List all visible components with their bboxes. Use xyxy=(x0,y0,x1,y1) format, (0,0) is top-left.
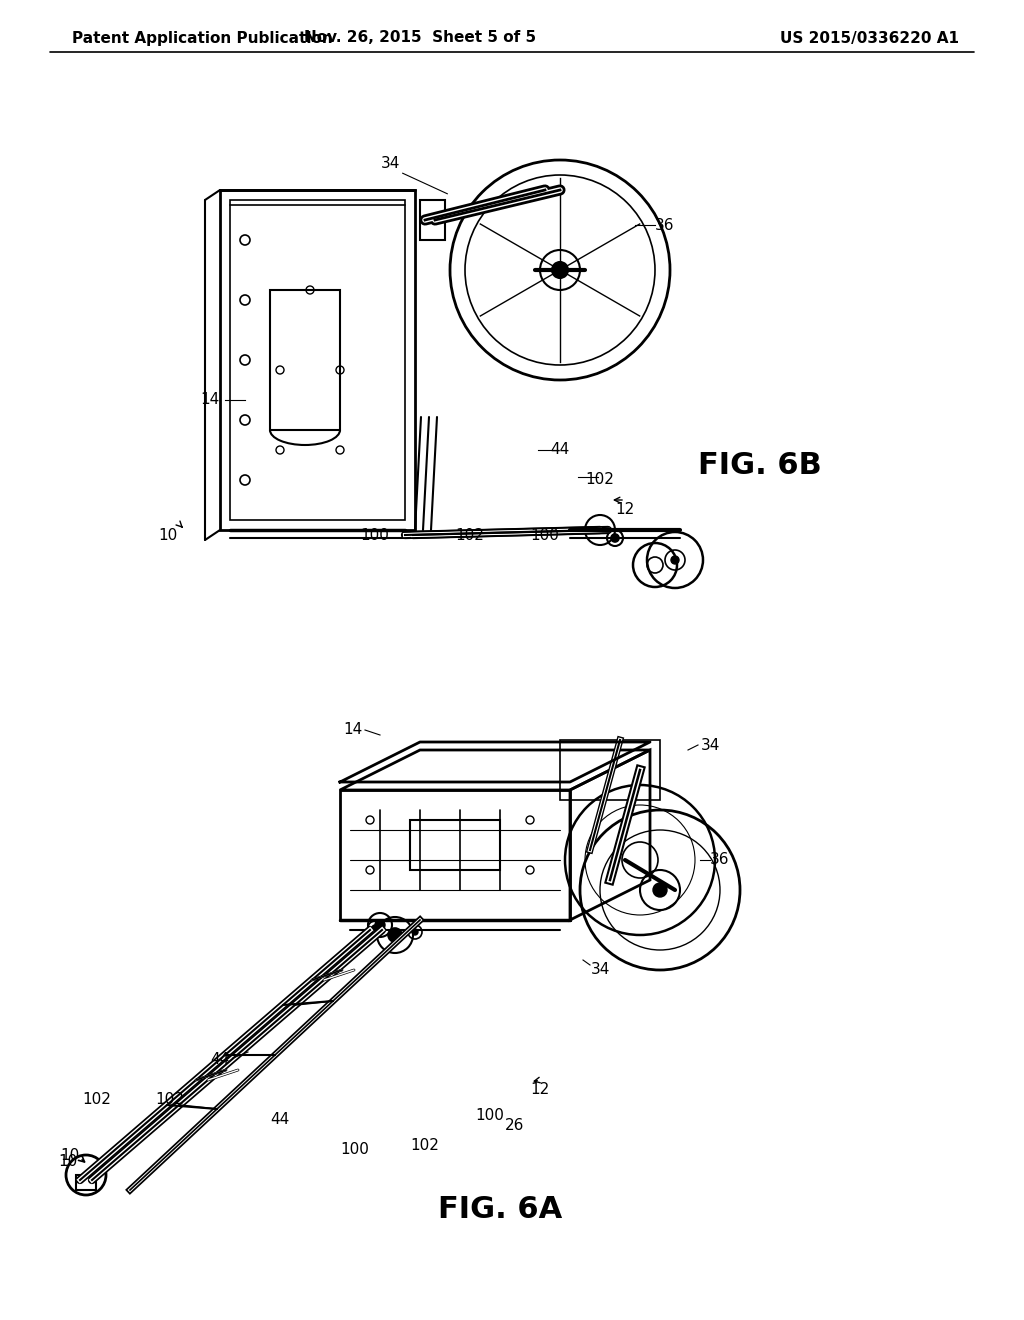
Text: FIG. 6A: FIG. 6A xyxy=(438,1196,562,1225)
Text: 10: 10 xyxy=(60,1147,80,1163)
Text: 100: 100 xyxy=(341,1143,370,1158)
Text: 102: 102 xyxy=(586,473,614,487)
Text: 10: 10 xyxy=(159,528,177,543)
Circle shape xyxy=(412,929,418,935)
Text: 102: 102 xyxy=(411,1138,439,1152)
Circle shape xyxy=(653,883,667,898)
Text: 44: 44 xyxy=(210,1052,229,1068)
Bar xyxy=(270,290,340,430)
Text: Patent Application Publication: Patent Application Publication xyxy=(72,30,333,45)
Text: 36: 36 xyxy=(711,853,730,867)
Text: 14: 14 xyxy=(343,722,362,738)
Bar xyxy=(76,1175,96,1191)
Text: 10: 10 xyxy=(58,1155,78,1170)
Circle shape xyxy=(372,925,378,931)
Text: 34: 34 xyxy=(590,962,609,978)
Text: 44: 44 xyxy=(550,442,569,458)
Circle shape xyxy=(388,928,402,942)
Text: 44: 44 xyxy=(270,1113,290,1127)
Text: 102: 102 xyxy=(456,528,484,543)
Text: 12: 12 xyxy=(615,503,635,517)
Text: 102: 102 xyxy=(83,1093,112,1107)
Text: 14: 14 xyxy=(201,392,219,408)
Text: 100: 100 xyxy=(475,1107,505,1122)
Bar xyxy=(420,201,445,240)
Bar xyxy=(220,190,415,531)
Circle shape xyxy=(611,535,618,543)
Text: 34: 34 xyxy=(700,738,720,752)
Text: 34: 34 xyxy=(380,156,399,170)
Circle shape xyxy=(375,920,385,931)
Bar xyxy=(560,741,660,800)
Text: US 2015/0336220 A1: US 2015/0336220 A1 xyxy=(780,30,959,45)
Text: 36: 36 xyxy=(655,218,675,232)
Bar xyxy=(230,201,406,520)
Text: Nov. 26, 2015  Sheet 5 of 5: Nov. 26, 2015 Sheet 5 of 5 xyxy=(304,30,536,45)
Text: 12: 12 xyxy=(530,1082,550,1097)
Circle shape xyxy=(671,556,679,564)
Circle shape xyxy=(552,261,568,279)
Text: 26: 26 xyxy=(505,1118,524,1133)
Text: 102: 102 xyxy=(156,1093,184,1107)
Text: 100: 100 xyxy=(360,528,389,543)
Text: 100: 100 xyxy=(530,528,559,543)
Text: FIG. 6B: FIG. 6B xyxy=(698,450,822,479)
Bar xyxy=(410,820,500,870)
